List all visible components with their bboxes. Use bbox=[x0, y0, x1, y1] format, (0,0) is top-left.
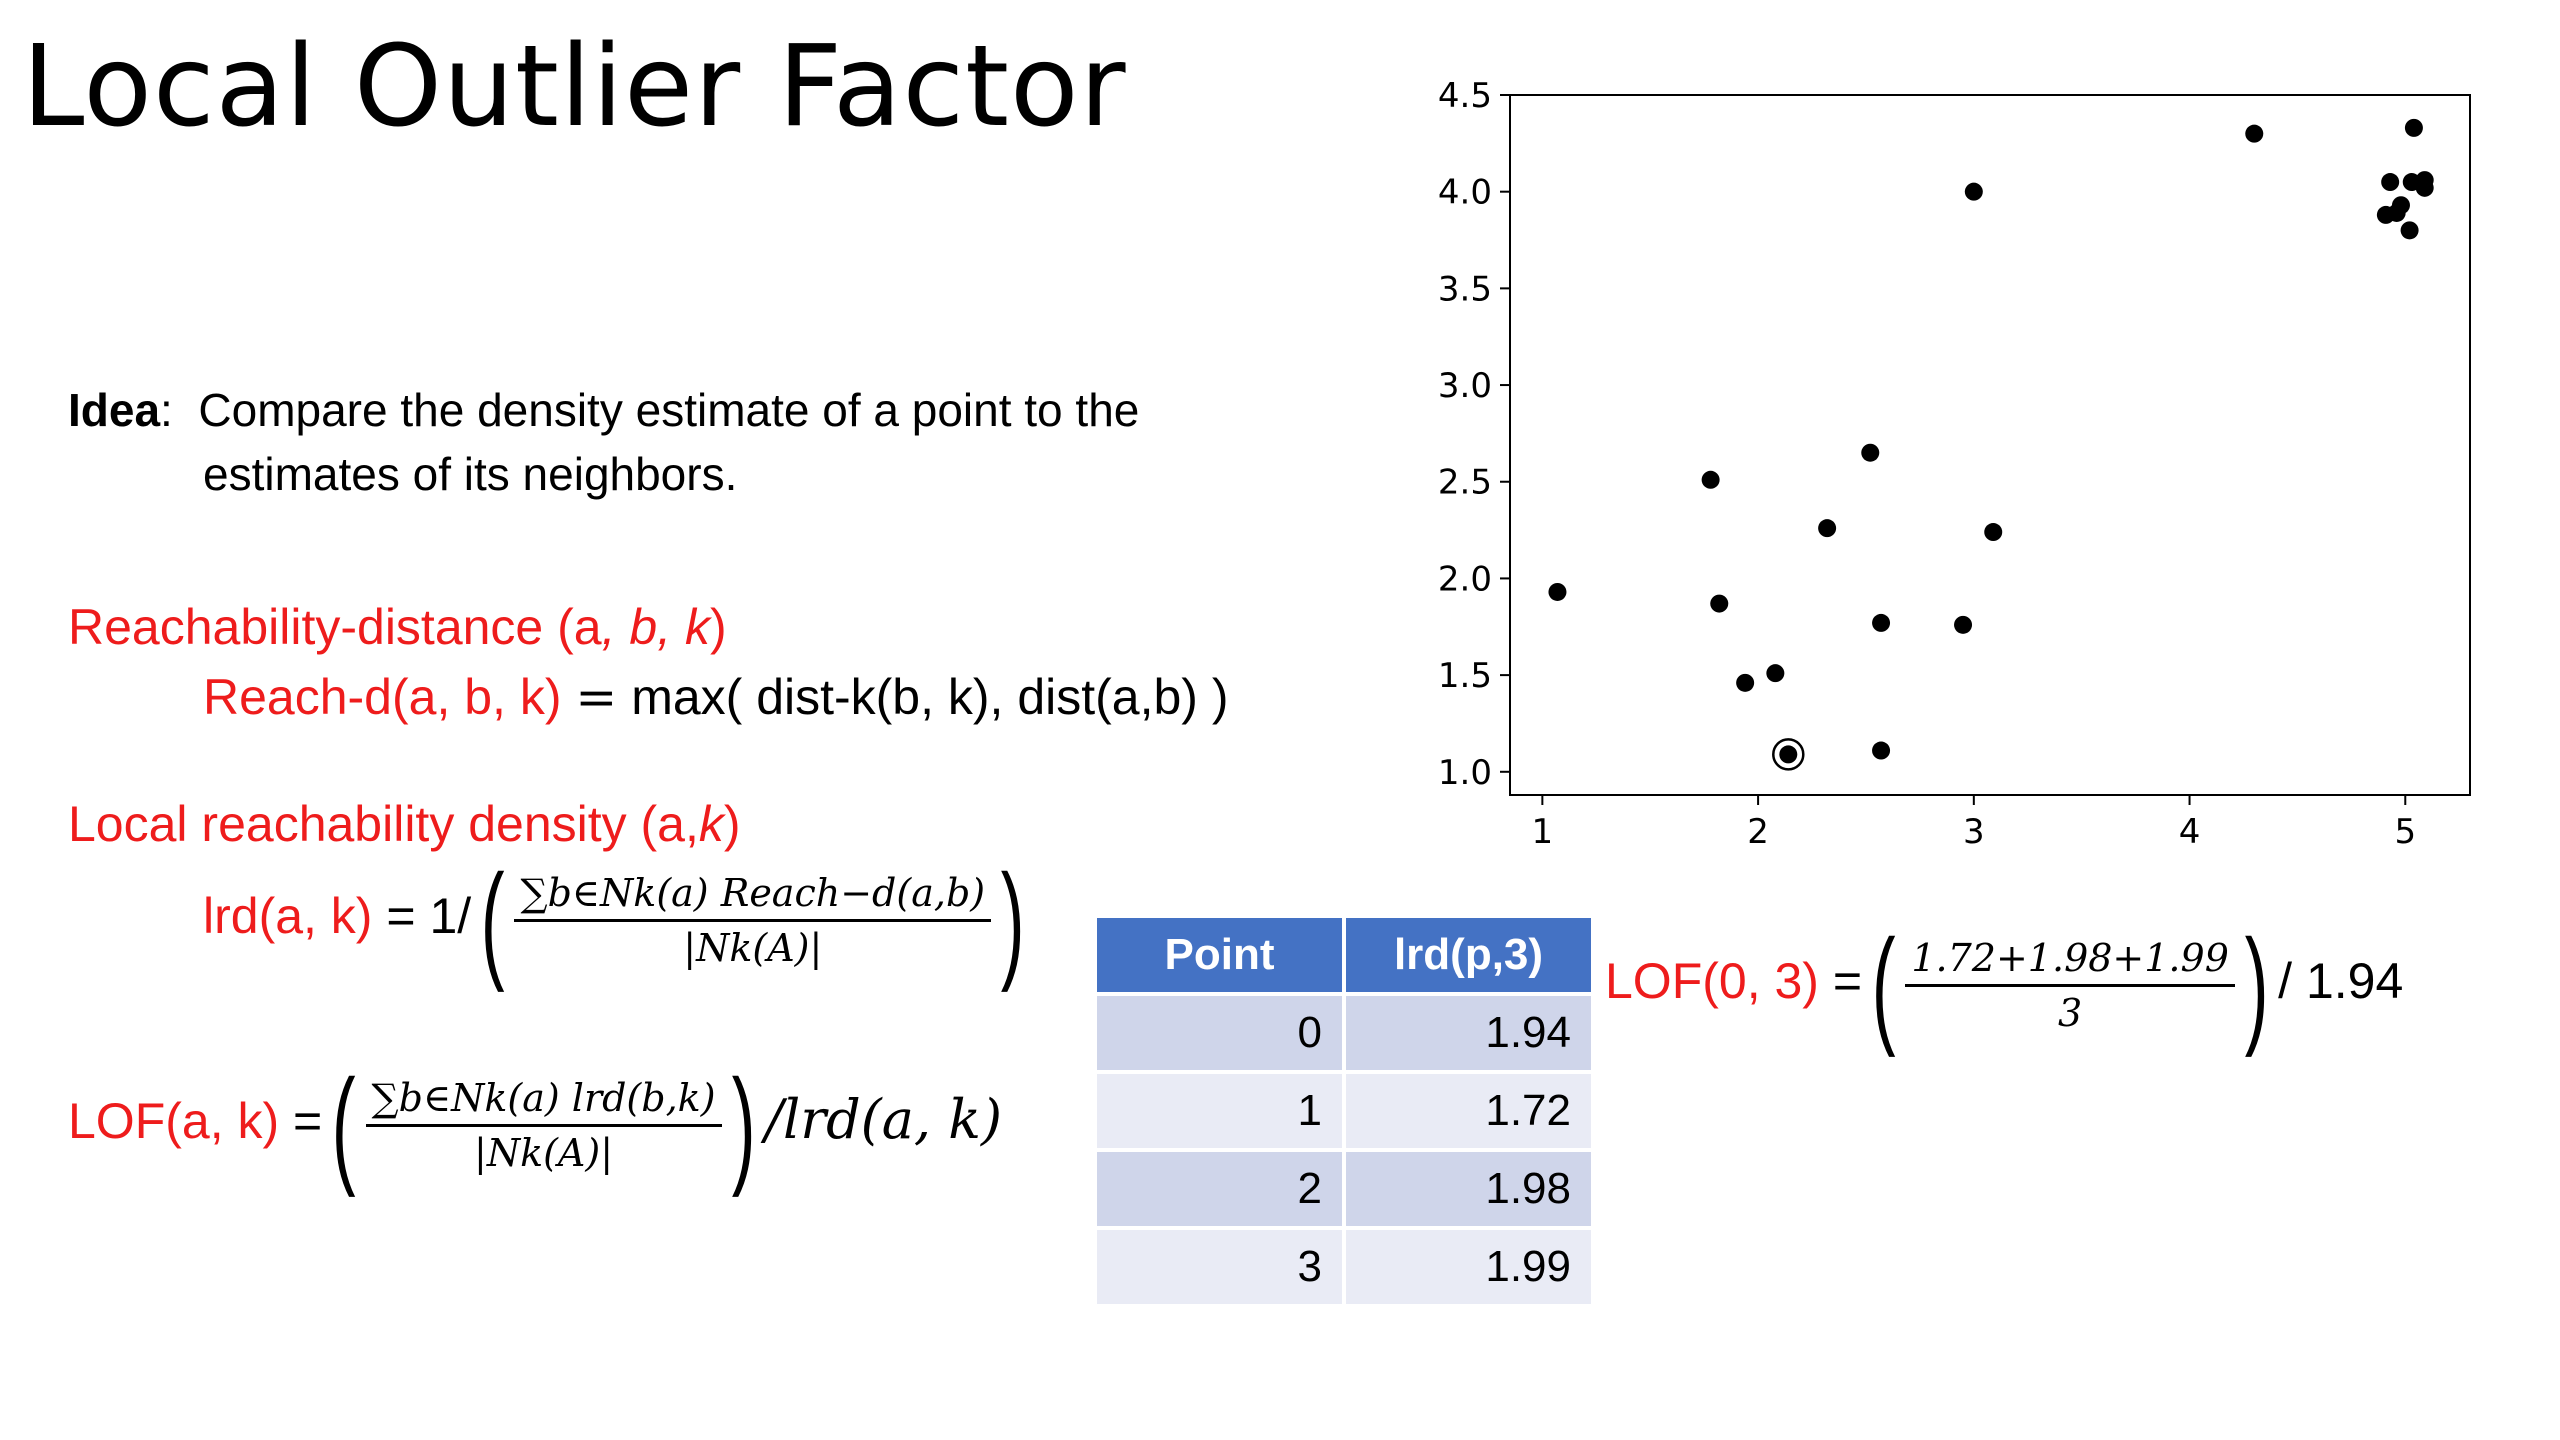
table-cell: 3 bbox=[1093, 1226, 1346, 1308]
y-tick-label: 1.5 bbox=[1438, 656, 1492, 696]
idea-text: Idea: Compare the density estimate of a … bbox=[68, 378, 1139, 506]
y-tick-label: 3.5 bbox=[1438, 269, 1492, 309]
table-cell: 2 bbox=[1093, 1148, 1346, 1230]
highlighted-data-point bbox=[1779, 745, 1798, 764]
lof-formula: LOF(a, k) =(∑b∈Nk(a) lrd(b,k) |Nk(A)|)/lr… bbox=[68, 1052, 1003, 1198]
table-cell: 1 bbox=[1093, 1070, 1346, 1152]
lof-denominator: |Nk(A)| bbox=[474, 1130, 614, 1175]
lrd-table: Point lrd(p,3) 0 1.94 1 1.72 2 1.98 3 1.99 bbox=[1093, 914, 1595, 1308]
lrd-denominator: |Nk(A)| bbox=[683, 925, 823, 970]
plot-frame bbox=[1509, 94, 2471, 796]
y-tick-label: 3.0 bbox=[1438, 366, 1492, 406]
example-lhs: LOF(0, 3) bbox=[1605, 953, 1819, 1010]
lrd-heading: Local reachability density (a,k) bbox=[68, 796, 741, 852]
data-point bbox=[1964, 182, 1983, 201]
x-tick-label: 3 bbox=[1963, 812, 1985, 852]
data-point bbox=[2404, 118, 2423, 137]
slide-title: Local Outlier Factor bbox=[22, 22, 1127, 152]
lrd-formula: lrd(a, k) = 1/(∑b∈Nk(a) Reach−d(a,b) |Nk(… bbox=[203, 847, 1025, 993]
x-tick-label: 4 bbox=[2179, 812, 2201, 852]
lrd-lhs: lrd(a, k) bbox=[203, 888, 373, 945]
table-cell: 0 bbox=[1093, 992, 1346, 1074]
table-cell: 1.98 bbox=[1342, 1148, 1595, 1230]
table-row: 2 1.98 bbox=[1093, 1148, 1595, 1230]
table-row: 0 1.94 bbox=[1093, 992, 1595, 1074]
table-row: 3 1.99 bbox=[1093, 1226, 1595, 1308]
lof-eq: = bbox=[293, 1093, 323, 1150]
x-tick-label: 5 bbox=[2394, 812, 2416, 852]
reach-eq: = bbox=[575, 668, 618, 726]
example-denominator: 3 bbox=[2058, 990, 2083, 1035]
data-point bbox=[2387, 203, 2406, 222]
reach-lhs: Reach-d(a, b, k) bbox=[203, 669, 562, 725]
idea-line2: estimates of its neighbors. bbox=[203, 448, 738, 500]
data-point bbox=[1954, 615, 1973, 634]
table-header-lrd: lrd(p,3) bbox=[1342, 914, 1595, 996]
data-point bbox=[2415, 178, 2434, 197]
table-header-row: Point lrd(p,3) bbox=[1093, 914, 1595, 996]
y-tick-label: 4.5 bbox=[1438, 76, 1492, 116]
lrd-eq: = 1/ bbox=[386, 888, 472, 945]
y-tick-label: 2.0 bbox=[1438, 559, 1492, 599]
y-tick-label: 1.0 bbox=[1438, 753, 1492, 793]
data-point bbox=[1984, 523, 2003, 542]
reach-heading: Reachability-distance (a, b, k) bbox=[68, 599, 727, 655]
data-point bbox=[2400, 221, 2419, 240]
data-point bbox=[1872, 741, 1891, 760]
data-point bbox=[1701, 470, 1720, 489]
data-point bbox=[1861, 443, 1880, 462]
table-cell: 1.99 bbox=[1342, 1226, 1595, 1308]
lof-example: LOF(0, 3) =(1.72+1.98+1.99 3)/ 1.94 bbox=[1605, 912, 2404, 1058]
data-point bbox=[1872, 613, 1891, 632]
highlight-ring bbox=[1772, 738, 1805, 771]
lof-tail: /lrd(a, k) bbox=[764, 1088, 1003, 1152]
lof-lhs: LOF(a, k) bbox=[68, 1093, 280, 1150]
table-cell: 1.72 bbox=[1342, 1070, 1595, 1152]
table-header-point: Point bbox=[1093, 914, 1346, 996]
example-numerator: 1.72+1.98+1.99 bbox=[1905, 936, 2235, 987]
idea-line1: Compare the density estimate of a point … bbox=[198, 384, 1140, 436]
scatter-chart: 1 2 3 4 5 1.0 1.5 2.0 2.5 3.0 3.5 4.0 4.5 bbox=[1438, 76, 2471, 852]
y-tick-label: 4.0 bbox=[1438, 173, 1492, 213]
data-point bbox=[2381, 173, 2400, 192]
table-cell: 1.94 bbox=[1342, 992, 1595, 1074]
example-tail: / 1.94 bbox=[2278, 953, 2404, 1010]
data-point bbox=[1736, 673, 1755, 692]
reach-formula: Reach-d(a, b, k) = max( dist-k(b, k), di… bbox=[203, 668, 1229, 726]
idea-label: Idea bbox=[68, 384, 161, 436]
data-point bbox=[1818, 519, 1837, 538]
data-point bbox=[1710, 594, 1729, 613]
y-tick-label: 2.5 bbox=[1438, 463, 1492, 503]
example-eq: = bbox=[1832, 953, 1863, 1010]
x-tick-label: 2 bbox=[1747, 812, 1769, 852]
lof-numerator: ∑b∈Nk(a) lrd(b,k) bbox=[365, 1076, 722, 1127]
reach-rhs: max( dist-k(b, k), dist(a,b) ) bbox=[631, 669, 1229, 725]
table-row: 1 1.72 bbox=[1093, 1070, 1595, 1152]
data-point bbox=[1548, 582, 1567, 601]
lrd-numerator: ∑b∈Nk(a) Reach−d(a,b) bbox=[514, 871, 992, 922]
x-tick-label: 1 bbox=[1532, 812, 1554, 852]
data-point bbox=[1766, 664, 1785, 683]
data-point bbox=[2245, 124, 2264, 143]
